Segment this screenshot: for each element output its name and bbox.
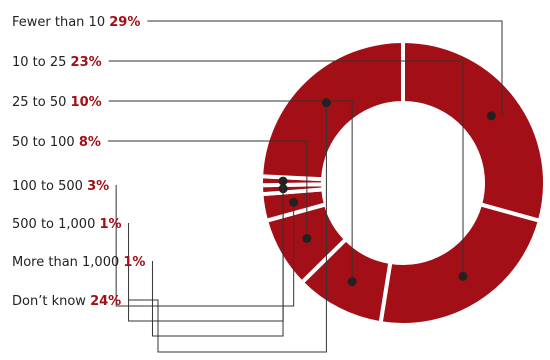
label-100-to-500: 100 to 500 3%	[12, 179, 109, 194]
slice-fewer-than-10	[401, 38, 547, 224]
label-more-than-1-000: More than 1,000 1%	[12, 255, 145, 270]
dot-50-to-100	[302, 234, 312, 243]
leader-don-t-know	[128, 102, 327, 353]
slice-don-t-know	[259, 38, 405, 182]
leader-more-than-1-000	[151, 181, 284, 337]
leader-10-to-25	[108, 60, 464, 277]
label-fewer-than-10: Fewer than 10 29%	[12, 15, 140, 30]
leader-25-to-50	[108, 100, 353, 282]
label-10-to-25: 10 to 25 23%	[12, 55, 102, 70]
label-500-to-1-000: 500 to 1,000 1%	[12, 217, 122, 232]
slice-10-to-25	[378, 201, 543, 327]
dot-100-to-500	[289, 197, 299, 207]
leader-fewer-than-10	[147, 20, 503, 116]
category-labels: Fewer than 10 29% 10 to 25 23% 25 to 50 10…	[12, 15, 145, 309]
dot-25-to-50	[347, 277, 357, 287]
dot-10-to-25	[458, 271, 468, 281]
label-50-to-100: 50 to 100 8%	[12, 135, 101, 150]
leader-100-to-500	[115, 185, 295, 307]
dot-fewer-than-10	[486, 111, 496, 121]
label-25-to-50: 25 to 50 10%	[12, 95, 102, 110]
dot-don-t-know	[321, 98, 331, 108]
label-don-t-know: Don’t know 24%	[12, 294, 121, 309]
leader-500-to-1-000	[128, 188, 284, 322]
donut-slices	[258, 38, 547, 327]
leader-lines	[107, 20, 503, 353]
dot-more-than-1-000	[278, 176, 288, 186]
leader-50-to-100	[107, 140, 308, 239]
